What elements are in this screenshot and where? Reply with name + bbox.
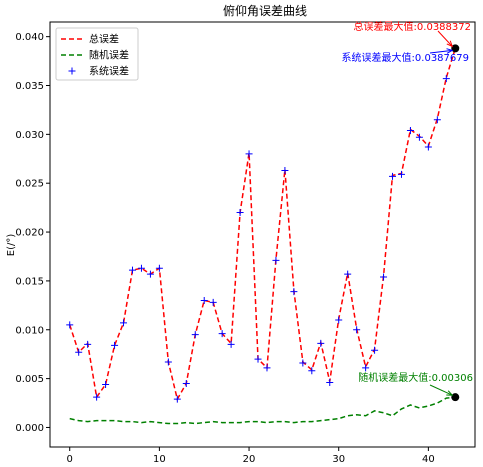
series-point-2 (254, 355, 262, 363)
series-point-2 (281, 167, 289, 175)
max-point-random (451, 393, 460, 402)
series-point-2 (218, 330, 226, 338)
series-point-2 (137, 264, 145, 272)
annotation-total: 总误差最大值:0.0388372 (354, 20, 471, 33)
y-tick-label: 0.035 (15, 81, 44, 92)
y-tick-label: 0.025 (15, 179, 44, 190)
series-point-2 (415, 133, 423, 141)
series-point-2 (191, 331, 199, 339)
legend-label-2: 系统误差 (89, 65, 129, 78)
series-point-2 (128, 266, 136, 274)
series-point-2 (173, 395, 181, 403)
series-point-2 (308, 367, 316, 375)
series-point-2 (397, 170, 405, 178)
annotation-random: 随机误差最大值:0.00306 (358, 371, 473, 384)
y-tick-label: 0.005 (15, 374, 44, 385)
series-point-2 (102, 380, 110, 388)
series-point-2 (442, 75, 450, 83)
series-point-2 (200, 296, 208, 304)
series-point-2 (424, 143, 432, 151)
annotation-arrow-total-head (446, 40, 454, 48)
chart-title: 俯仰角误差曲线 (223, 3, 307, 18)
series-line-0 (69, 48, 456, 402)
series-point-2 (263, 364, 271, 372)
series-point-2 (227, 340, 235, 348)
y-tick-label: 0.000 (15, 423, 44, 434)
annotation-arrow-system-head (446, 48, 454, 54)
legend-box (55, 27, 139, 81)
series-point-2 (75, 348, 83, 356)
series-point-2 (344, 270, 352, 278)
x-tick-label: 30 (332, 454, 345, 465)
series-point-2 (209, 298, 217, 306)
series-point-2 (353, 326, 361, 334)
annotation-arrow-random-head (446, 390, 454, 396)
x-tick-label: 0 (67, 454, 73, 465)
x-tick-label: 10 (153, 454, 166, 465)
annotation-arrow-random (429, 384, 453, 396)
y-tick-label: 0.015 (15, 276, 44, 287)
series-point-2 (245, 150, 253, 158)
plot-area (49, 21, 476, 448)
annotation-system: 系统误差最大值:0.0387679 (342, 51, 469, 64)
y-axis-label: E(/°) (6, 234, 17, 257)
series-point-2 (389, 172, 397, 180)
series-point-2 (164, 358, 172, 366)
y-tick-label: 0.030 (15, 130, 44, 141)
series-point-2 (111, 341, 119, 349)
legend-label-1: 随机误差 (89, 49, 129, 62)
series-point-2 (317, 339, 325, 347)
series-line-1 (69, 396, 456, 425)
series-point-2 (120, 319, 128, 327)
series-point-2 (272, 256, 280, 264)
y-tick-label: 0.040 (15, 32, 44, 43)
series-point-2 (326, 379, 334, 387)
annotations: 总误差最大值:0.0388372 系统误差最大值:0.0387679 随机误差最大值… (342, 20, 473, 402)
series-point-2 (371, 346, 379, 354)
series-point-2 (406, 126, 414, 134)
series-point-2 (93, 393, 101, 401)
series-point-2 (290, 288, 298, 296)
annotation-arrow-system (429, 49, 453, 54)
y-tick-label: 0.010 (15, 325, 44, 336)
annotation-arrow-total (437, 30, 453, 47)
series-point-2 (380, 273, 388, 281)
series-point-2 (182, 379, 190, 387)
series-point-2 (66, 321, 74, 329)
series-point-2 (236, 209, 244, 217)
series-point-2 (146, 270, 154, 278)
x-axis: 0 10 20 30 40 (67, 447, 435, 465)
series-point-2 (84, 340, 92, 348)
series-layer (66, 44, 459, 425)
legend-swatch-2 (68, 67, 76, 75)
x-tick-label: 40 (422, 454, 435, 465)
y-tick-label: 0.020 (15, 228, 44, 239)
series-point-2 (362, 364, 370, 372)
series-point-2 (433, 116, 441, 124)
series-point-2 (155, 264, 163, 272)
series-point-2 (335, 316, 343, 324)
legend-label-0: 总误差 (89, 33, 119, 46)
series-point-2 (299, 359, 307, 367)
x-tick-label: 20 (243, 454, 256, 465)
y-axis: 0.000 0.005 0.010 0.015 0.020 0.025 0.030 0.035… (15, 32, 50, 434)
